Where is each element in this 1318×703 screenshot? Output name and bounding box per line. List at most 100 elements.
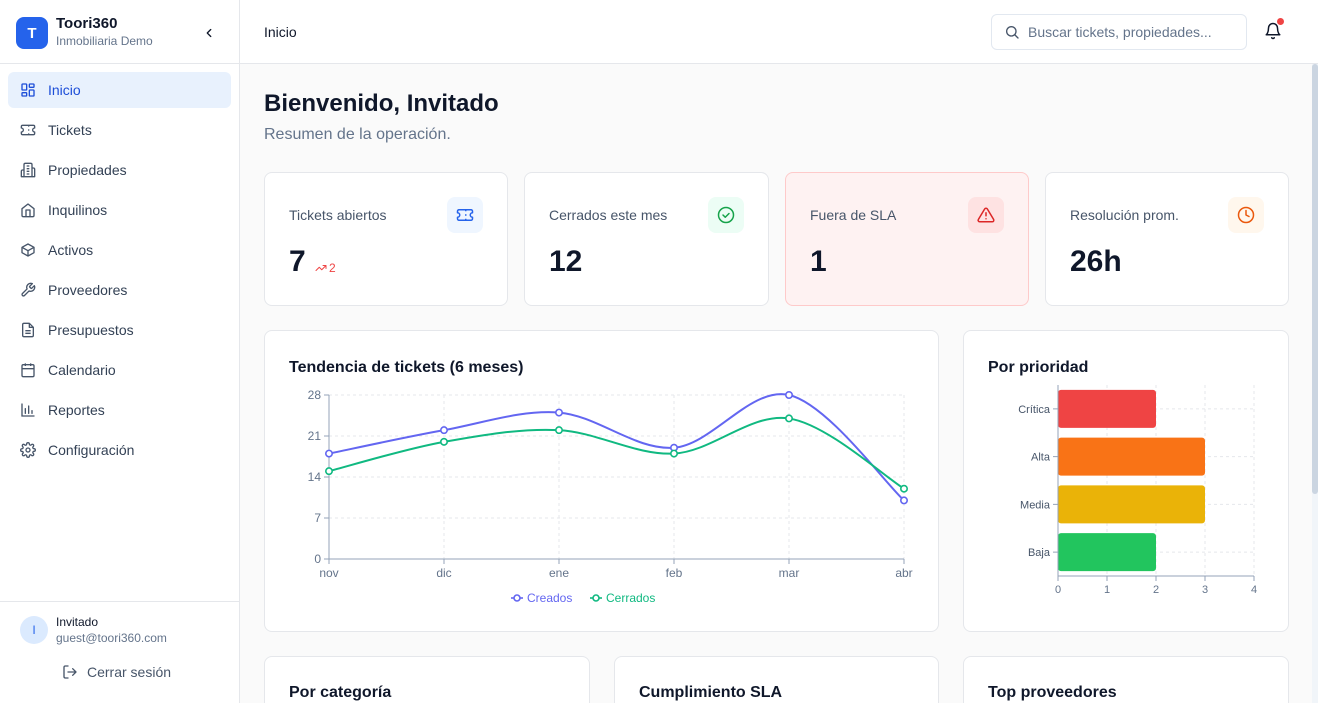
chart-title: Por prioridad: [988, 359, 1089, 376]
sla-compliance-card: Cumplimiento SLA: [614, 656, 939, 703]
kpi-card-closed-month[interactable]: Cerrados este mes 12: [524, 172, 769, 306]
sidebar-item-inquilinos[interactable]: Inquilinos: [8, 192, 231, 228]
search-input[interactable]: [1028, 24, 1238, 40]
kpi-delta-value: 2: [329, 261, 336, 275]
brand-subtitle: Inmobiliaria Demo: [56, 34, 153, 48]
data-point: [554, 408, 563, 417]
ticket-icon: [20, 122, 36, 138]
logout-button[interactable]: Cerrar sesión: [62, 664, 171, 680]
scrollbar-thumb[interactable]: [1312, 64, 1318, 494]
sidebar-item-label: Tickets: [48, 122, 92, 138]
y-tick-label: 7: [314, 511, 321, 525]
kpi-value: 7: [289, 245, 306, 278]
sidebar: T Toori360 Inmobiliaria Demo Inicio Tick…: [0, 0, 240, 703]
main-content: Bienvenido, Invitado Resumen de la opera…: [240, 64, 1312, 703]
sidebar-item-label: Propiedades: [48, 162, 127, 178]
data-point: [324, 467, 333, 476]
header-title: Inicio: [264, 24, 297, 40]
card-title: Top proveedores: [988, 684, 1117, 701]
kpi-label: Cerrados este mes: [549, 207, 668, 223]
user-name: Invitado: [56, 615, 99, 629]
main-scrollbar[interactable]: [1312, 64, 1318, 703]
sidebar-item-proveedores[interactable]: Proveedores: [8, 272, 231, 308]
trend-chart-card: Tendencia de tickets (6 meses) 0 7 14 21 28 n…: [264, 330, 939, 632]
sidebar-item-tickets[interactable]: Tickets: [8, 112, 231, 148]
legend-label: Creados: [527, 591, 572, 605]
grid-icon: [20, 82, 36, 98]
data-point: [669, 449, 678, 458]
y-tick-label: Baja: [1028, 547, 1051, 559]
sidebar-item-presupuestos[interactable]: Presupuestos: [8, 312, 231, 348]
page-title: Bienvenido, Invitado: [264, 90, 499, 117]
sidebar-item-label: Proveedores: [48, 282, 128, 298]
x-tick-label: mar: [779, 566, 800, 580]
x-tick-label: abr: [895, 566, 912, 580]
kpi-value: 26h: [1070, 245, 1122, 278]
notifications-button[interactable]: [1264, 18, 1284, 42]
building-icon: [20, 162, 36, 178]
x-tick-label: 4: [1251, 584, 1257, 596]
page-subtitle: Resumen de la operación.: [264, 126, 451, 143]
bar-alta: [1058, 437, 1205, 476]
top-providers-card: Top proveedores: [963, 656, 1289, 703]
calendar-icon: [20, 362, 36, 378]
sidebar-item-label: Inquilinos: [48, 202, 108, 218]
x-tick-label: dic: [436, 566, 451, 580]
bar-chart-icon: [20, 402, 36, 418]
sidebar-item-reportes[interactable]: Reportes: [8, 392, 231, 428]
sidebar-item-label: Reportes: [48, 402, 105, 418]
sidebar-item-calendario[interactable]: Calendario: [8, 352, 231, 388]
file-icon: [20, 322, 36, 338]
x-tick-label: feb: [666, 566, 683, 580]
bar-crítica: [1058, 389, 1156, 428]
legend-item-cerrados: Cerrados: [590, 591, 655, 605]
kpi-value: 12: [549, 245, 583, 278]
kpi-delta: 2: [315, 261, 336, 275]
sidebar-nav: Inicio Tickets Propiedades Inquilinos Ac…: [8, 72, 231, 472]
category-card: Por categoría: [264, 656, 590, 703]
clock-icon: [1228, 197, 1264, 233]
kpi-card-open-tickets[interactable]: Tickets abiertos 7 2: [264, 172, 508, 306]
search-box[interactable]: [991, 14, 1247, 50]
kpi-card-avg-resolution[interactable]: Resolución prom. 26h: [1045, 172, 1289, 306]
data-point: [899, 496, 908, 505]
data-point: [899, 484, 908, 493]
sidebar-item-label: Activos: [48, 242, 94, 258]
sidebar-item-configuracion[interactable]: Configuración: [8, 432, 231, 468]
x-tick-label: ene: [549, 566, 569, 580]
brand-logo: T: [16, 17, 48, 49]
home-icon: [20, 202, 36, 218]
trending-up-icon: [315, 265, 327, 271]
bell-icon: [1265, 22, 1281, 40]
legend-marker: [592, 594, 600, 602]
sidebar-item-label: Inicio: [48, 82, 81, 98]
legend-label: Cerrados: [606, 591, 655, 605]
kpi-card-out-of-sla[interactable]: Fuera de SLA 1: [785, 172, 1029, 306]
kpi-value: 1: [810, 245, 827, 278]
sidebar-item-label: Calendario: [48, 362, 116, 378]
sidebar-item-inicio[interactable]: Inicio: [8, 72, 231, 108]
sidebar-item-propiedades[interactable]: Propiedades: [8, 152, 231, 188]
logout-icon: [62, 664, 78, 680]
y-tick-label: Crítica: [1018, 404, 1051, 416]
alert-triangle-icon: [968, 197, 1004, 233]
brand[interactable]: T Toori360 Inmobiliaria Demo: [16, 16, 153, 50]
trend-line-chart: 0 7 14 21 28 nov dic ene feb mar abr Creados Cerrado…: [308, 388, 913, 605]
legend-item-creados: Creados: [511, 591, 572, 605]
check-circle-icon: [708, 197, 744, 233]
priority-chart-card: Por prioridad 0 1 2 3 4 Crítica Alta Media Baja: [963, 330, 1289, 632]
card-title: Por categoría: [289, 684, 392, 701]
sidebar-item-activos[interactable]: Activos: [8, 232, 231, 268]
collapse-sidebar-button[interactable]: [198, 22, 220, 44]
data-point: [440, 426, 449, 435]
sidebar-item-label: Presupuestos: [48, 322, 134, 338]
user-panel: I Invitado guest@toori360.com Cerrar ses…: [0, 601, 239, 703]
chevron-left-icon: [206, 28, 212, 38]
x-tick-label: 1: [1104, 584, 1110, 596]
x-tick-label: 3: [1202, 584, 1208, 596]
y-tick-label: 0: [314, 552, 321, 566]
search-icon: [1006, 26, 1019, 39]
y-tick-label: Media: [1020, 499, 1051, 511]
priority-bar-chart: 0 1 2 3 4 Crítica Alta Media Baja: [1018, 385, 1257, 596]
user-email: guest@toori360.com: [56, 631, 167, 645]
